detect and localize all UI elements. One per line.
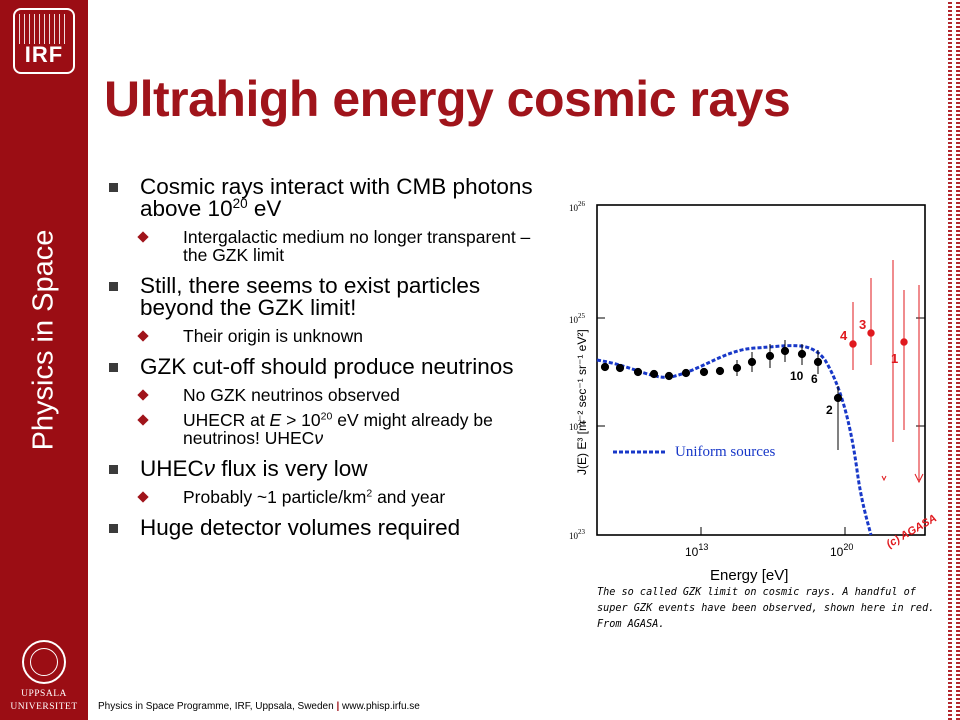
point xyxy=(699,367,709,377)
x-tick-13: 1013 xyxy=(685,542,708,559)
x-axis-label: Energy [eV] xyxy=(710,567,788,584)
y-tick-24: 1024 xyxy=(569,419,586,432)
point xyxy=(715,366,725,376)
bullet-list: Cosmic rays interact with CMB photons ab… xyxy=(108,175,553,551)
y-tick-26: 1026 xyxy=(569,200,586,213)
vertical-label: Physics in Space xyxy=(27,229,60,451)
sidebar: IRF Physics in Space UPPSALA UNIVERSITET xyxy=(0,0,88,720)
plot-frame xyxy=(596,204,926,536)
sub-bullet-3-2: UHECR at E > 1020 eV might already be ne… xyxy=(108,411,553,447)
point xyxy=(649,369,659,379)
bullet-3: GZK cut-off should produce neutrinos xyxy=(108,355,553,378)
x-tick-20: 1020 xyxy=(830,542,853,559)
y-tick-25: 1025 xyxy=(569,312,586,325)
x-ticks: 1013 1020 xyxy=(685,542,853,559)
point xyxy=(681,368,691,378)
event-label-1: 1 xyxy=(891,351,898,366)
point xyxy=(633,367,643,377)
bullet-1: Cosmic rays interact with CMB photons ab… xyxy=(108,175,553,220)
gzk-spectrum-chart: 1026 1025 1024 1023 1013 1020 Energy [eV… xyxy=(569,200,939,584)
logo-text: IRF xyxy=(24,42,64,67)
university-seal-icon xyxy=(22,640,66,684)
bullet-2: Still, there seems to exist particles be… xyxy=(108,274,553,319)
footer-text: Physics in Space Programme, IRF, Uppsala… xyxy=(98,701,334,712)
logo-lines-icon xyxy=(19,14,69,44)
event-label-10: 10 xyxy=(790,369,804,383)
y-tick-23: 1023 xyxy=(569,528,586,541)
irf-logo: IRF xyxy=(13,8,75,74)
y-ticks: 1026 1025 1024 1023 xyxy=(569,200,586,541)
bullet-4: UHECν flux is very low xyxy=(108,457,553,480)
sub-bullet-3-1: No GZK neutrinos observed xyxy=(108,386,553,404)
footer: Physics in Space Programme, IRF, Uppsala… xyxy=(98,701,420,712)
agasa-watermark: (c) AGASA xyxy=(885,512,939,550)
point xyxy=(615,363,625,373)
black-event-labels: 10 6 2 xyxy=(790,369,833,417)
footer-url[interactable]: www.phisp.irfu.se xyxy=(342,701,420,712)
event-label-3: 3 xyxy=(859,317,866,332)
footer-separator: | xyxy=(336,701,340,712)
right-border xyxy=(948,0,960,720)
sub-bullet-4-1: Probably ~1 particle/km2 and year xyxy=(108,488,553,506)
figure-caption: The so called GZK limit on cosmic rays. … xyxy=(597,587,935,630)
red-event-labels: 4 3 1 xyxy=(840,317,898,366)
event-label-2: 2 xyxy=(826,403,833,417)
point xyxy=(600,362,610,372)
super-gzk-events xyxy=(849,260,924,484)
slide-title: Ultrahigh energy cosmic rays xyxy=(104,71,791,127)
y-axis-label: J(E) E³ [m⁻² sec⁻¹ sr⁻¹ eV²] xyxy=(575,329,589,475)
point xyxy=(664,371,674,381)
sub-bullet-2-1: Their origin is unknown xyxy=(108,327,553,345)
university-name: UPPSALA UNIVERSITET xyxy=(10,689,78,712)
event-label-4: 4 xyxy=(840,328,848,343)
data-points xyxy=(600,340,843,450)
event-label-6: 6 xyxy=(811,372,818,386)
bullet-5: Huge detector volumes required xyxy=(108,516,553,539)
legend-label: Uniform sources xyxy=(675,444,776,460)
sub-bullet-1-1: Intergalactic medium no longer transpare… xyxy=(108,228,553,264)
